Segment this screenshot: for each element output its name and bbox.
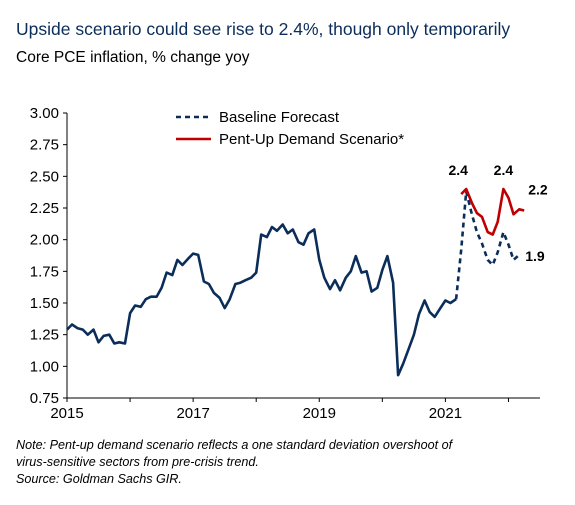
x-tick-label: 2017: [176, 405, 209, 422]
legend-label-pentup: Pent-Up Demand Scenario*: [219, 131, 404, 148]
legend-label-baseline: Baseline Forecast: [219, 109, 340, 126]
pent-up-demand-line: [460, 187, 525, 236]
y-tick-label: 2.00: [30, 232, 59, 249]
y-tick-label: 1.75: [30, 263, 59, 280]
data-label: 2.4: [448, 162, 468, 178]
data-label: 2.4: [494, 162, 514, 178]
note-line-2: virus-sensitive sectors from pre-crisis …: [16, 455, 259, 469]
y-tick-label: 2.75: [30, 137, 59, 154]
y-tick-label: 2.50: [30, 168, 59, 185]
chart-footnote: Note: Pent-up demand scenario reflects a…: [16, 437, 561, 488]
note-line-1: Note: Pent-up demand scenario reflects a…: [16, 438, 453, 452]
actual-core-pce-line: [66, 223, 457, 377]
chart-subtitle: Core PCE inflation, % change yoy: [16, 49, 250, 66]
core-pce-line-chart: 0.75 1.00 1.25 1.50 1.75 2.00 2.25 2.50 2.75 3.00…: [30, 105, 548, 422]
y-tick-label: 1.50: [30, 295, 59, 312]
chart-title: Upside scenario could see rise to 2.4%, …: [16, 19, 511, 39]
source-line: Source: Goldman Sachs GIR.: [16, 472, 182, 486]
x-tick-label: 2019: [303, 405, 336, 422]
y-tick-label: 3.00: [30, 105, 59, 122]
data-label: 1.9: [525, 248, 545, 264]
y-tick-label: 2.25: [30, 200, 59, 217]
baseline-forecast-line: [454, 190, 521, 300]
data-label: 2.2: [528, 182, 548, 198]
y-tick-label: 1.25: [30, 327, 59, 344]
y-tick-label: 0.75: [30, 390, 59, 407]
y-tick-label: 1.00: [30, 358, 59, 375]
x-tick-label: 2021: [429, 405, 462, 422]
x-tick-label: 2015: [50, 405, 83, 422]
